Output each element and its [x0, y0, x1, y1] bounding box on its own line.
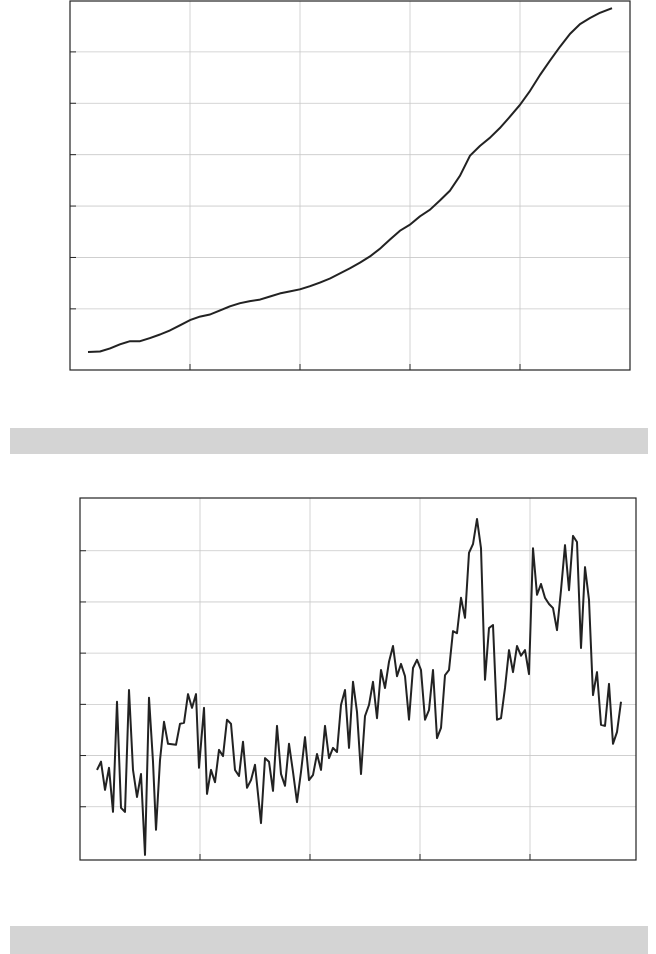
data-line: [87, 7, 613, 353]
plot-frame: [79, 497, 637, 861]
data-line: [96, 518, 622, 856]
separator-bar: [10, 428, 648, 454]
separator-bar: [10, 926, 648, 954]
plot-frame: [69, 0, 631, 371]
